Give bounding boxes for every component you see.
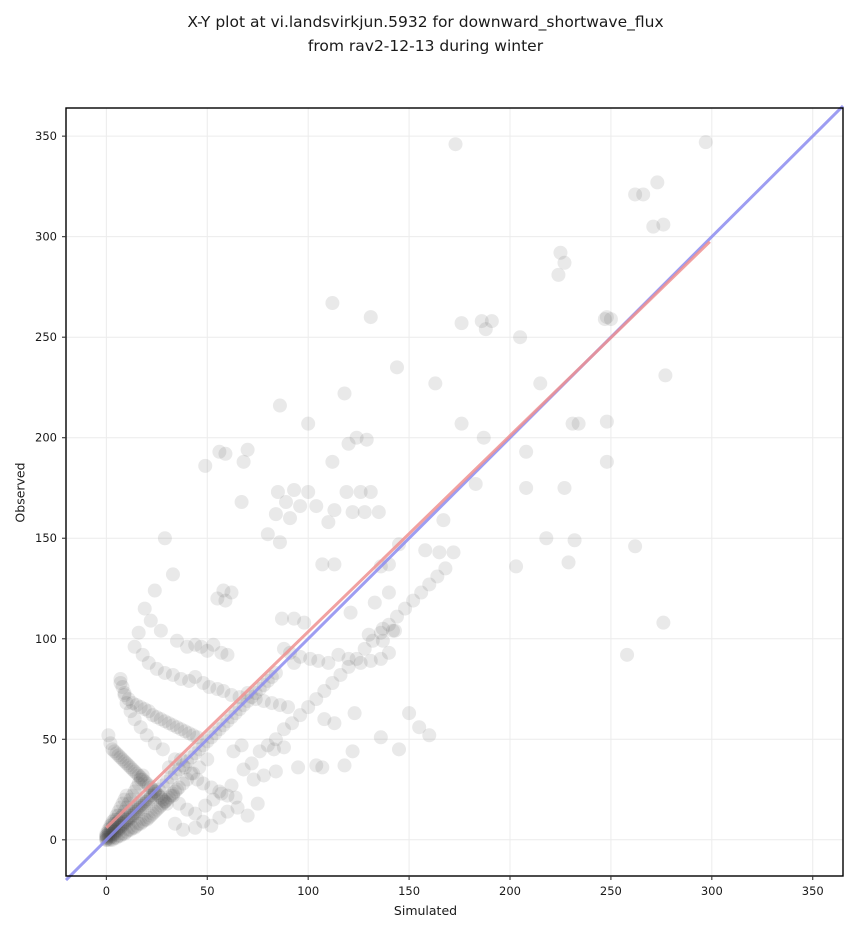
svg-text:350: 350	[35, 129, 57, 143]
svg-text:200: 200	[35, 431, 57, 445]
svg-text:250: 250	[600, 884, 622, 898]
scatter-points	[99, 135, 713, 847]
svg-text:300: 300	[35, 230, 57, 244]
svg-text:300: 300	[701, 884, 723, 898]
svg-text:150: 150	[35, 531, 57, 545]
y-axis-label: Observed	[12, 462, 28, 523]
svg-text:50: 50	[42, 732, 57, 746]
trend-lines	[64, 104, 845, 882]
chart-title: X-Y plot at vi.landsvirkjun.5932 for dow…	[187, 13, 664, 55]
axis-ticks: 0 50 100 150 200 250 300 350 0 50 100 150 200 250 300 3…	[35, 129, 824, 898]
svg-text:0: 0	[50, 833, 57, 847]
svg-text:50: 50	[200, 884, 215, 898]
svg-text:100: 100	[35, 632, 57, 646]
svg-text:250: 250	[35, 330, 57, 344]
plot-frame	[65, 107, 844, 877]
svg-text:200: 200	[499, 884, 521, 898]
svg-text:350: 350	[802, 884, 824, 898]
svg-text:100: 100	[297, 884, 319, 898]
x-axis-label: Simulated	[393, 903, 458, 918]
svg-text:0: 0	[103, 884, 110, 898]
svg-text:150: 150	[398, 884, 420, 898]
